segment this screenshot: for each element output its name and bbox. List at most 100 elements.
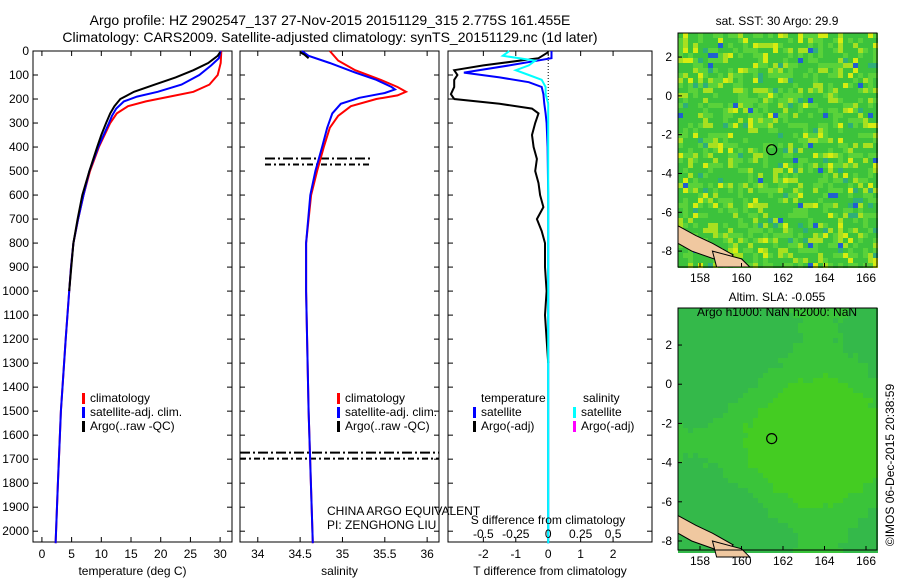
map-cell [728,348,733,353]
map-cell [763,488,768,493]
map-cell [828,383,833,388]
map-cell [793,203,798,208]
map-cell [778,468,783,473]
map-cell [678,148,683,153]
map-cell [813,258,818,263]
map-cell [688,218,693,223]
map-cell [813,388,818,393]
map-cell [843,528,848,533]
map-cell [703,473,708,478]
map-cell [723,38,728,43]
map-cell [713,373,718,378]
map-cell [678,68,683,73]
map-cell [863,108,868,113]
map-cell [708,328,713,333]
map-cell [703,53,708,58]
map-cell [748,103,753,108]
map-cell [728,443,733,448]
map-cell [863,433,868,438]
map-cell [803,428,808,433]
map-cell [693,488,698,493]
map-cell [783,423,788,428]
y-tick-label: 1200 [2,332,29,346]
map-cell [738,353,743,358]
map-cell [843,533,848,538]
map-cell [753,428,758,433]
map-cell [688,453,693,458]
map-cell [818,118,823,123]
map-cell [723,368,728,373]
map-cell [778,183,783,188]
map-cell [823,503,828,508]
map-cell [693,348,698,353]
map-cell [753,78,758,83]
map-cell [753,383,758,388]
map-cell [728,63,733,68]
map-cell [818,373,823,378]
map-cell [678,198,683,203]
map-cell [838,438,843,443]
map-cell [803,538,808,543]
map-cell [698,138,703,143]
map-cell [783,313,788,318]
map-cell [813,203,818,208]
map-cell [788,358,793,363]
map-cell [728,503,733,508]
map-cell [863,448,868,453]
map-cell [763,528,768,533]
map-cell [698,318,703,323]
map-cell [708,453,713,458]
map-cell [833,508,838,513]
panel-frame-2 [239,50,440,543]
map-cell [698,483,703,488]
map-cell [798,368,803,373]
map-cell [848,218,853,223]
map-cell [788,443,793,448]
map-cell [803,438,808,443]
map-cell [848,138,853,143]
map-cell [803,493,808,498]
map-cell [703,368,708,373]
map-cell [703,483,708,488]
map-cell [758,128,763,133]
map-cell [773,313,778,318]
map-cell [703,233,708,238]
map-cell [703,168,708,173]
map-cell [848,48,853,53]
map-cell [683,113,688,118]
map-cell [793,353,798,358]
map-cell [778,138,783,143]
map-cell [788,348,793,353]
map-cell [753,328,758,333]
map-cell [708,108,713,113]
map-cell [703,318,708,323]
map-cell [758,218,763,223]
map-cell [773,448,778,453]
map-cell [708,68,713,73]
map-cell [798,58,803,63]
map-cell [693,188,698,193]
map-cell [733,63,738,68]
map-cell [868,103,873,108]
map-cell [713,453,718,458]
map-cell [733,363,738,368]
map-cell [828,98,833,103]
map-cell [773,508,778,513]
map-cell [783,483,788,488]
map-cell [868,343,873,348]
map-cell [838,328,843,333]
map-cell [738,68,743,73]
map-cell [738,43,743,48]
map-cell [848,198,853,203]
map-cell [773,68,778,73]
map-cell [773,178,778,183]
map-cell [743,493,748,498]
map-cell [758,433,763,438]
map-cell [728,333,733,338]
map-cell [798,183,803,188]
map-cell [753,443,758,448]
map-cell [738,448,743,453]
map-cell [873,198,878,203]
map-cell [748,478,753,483]
map-cell [808,423,813,428]
